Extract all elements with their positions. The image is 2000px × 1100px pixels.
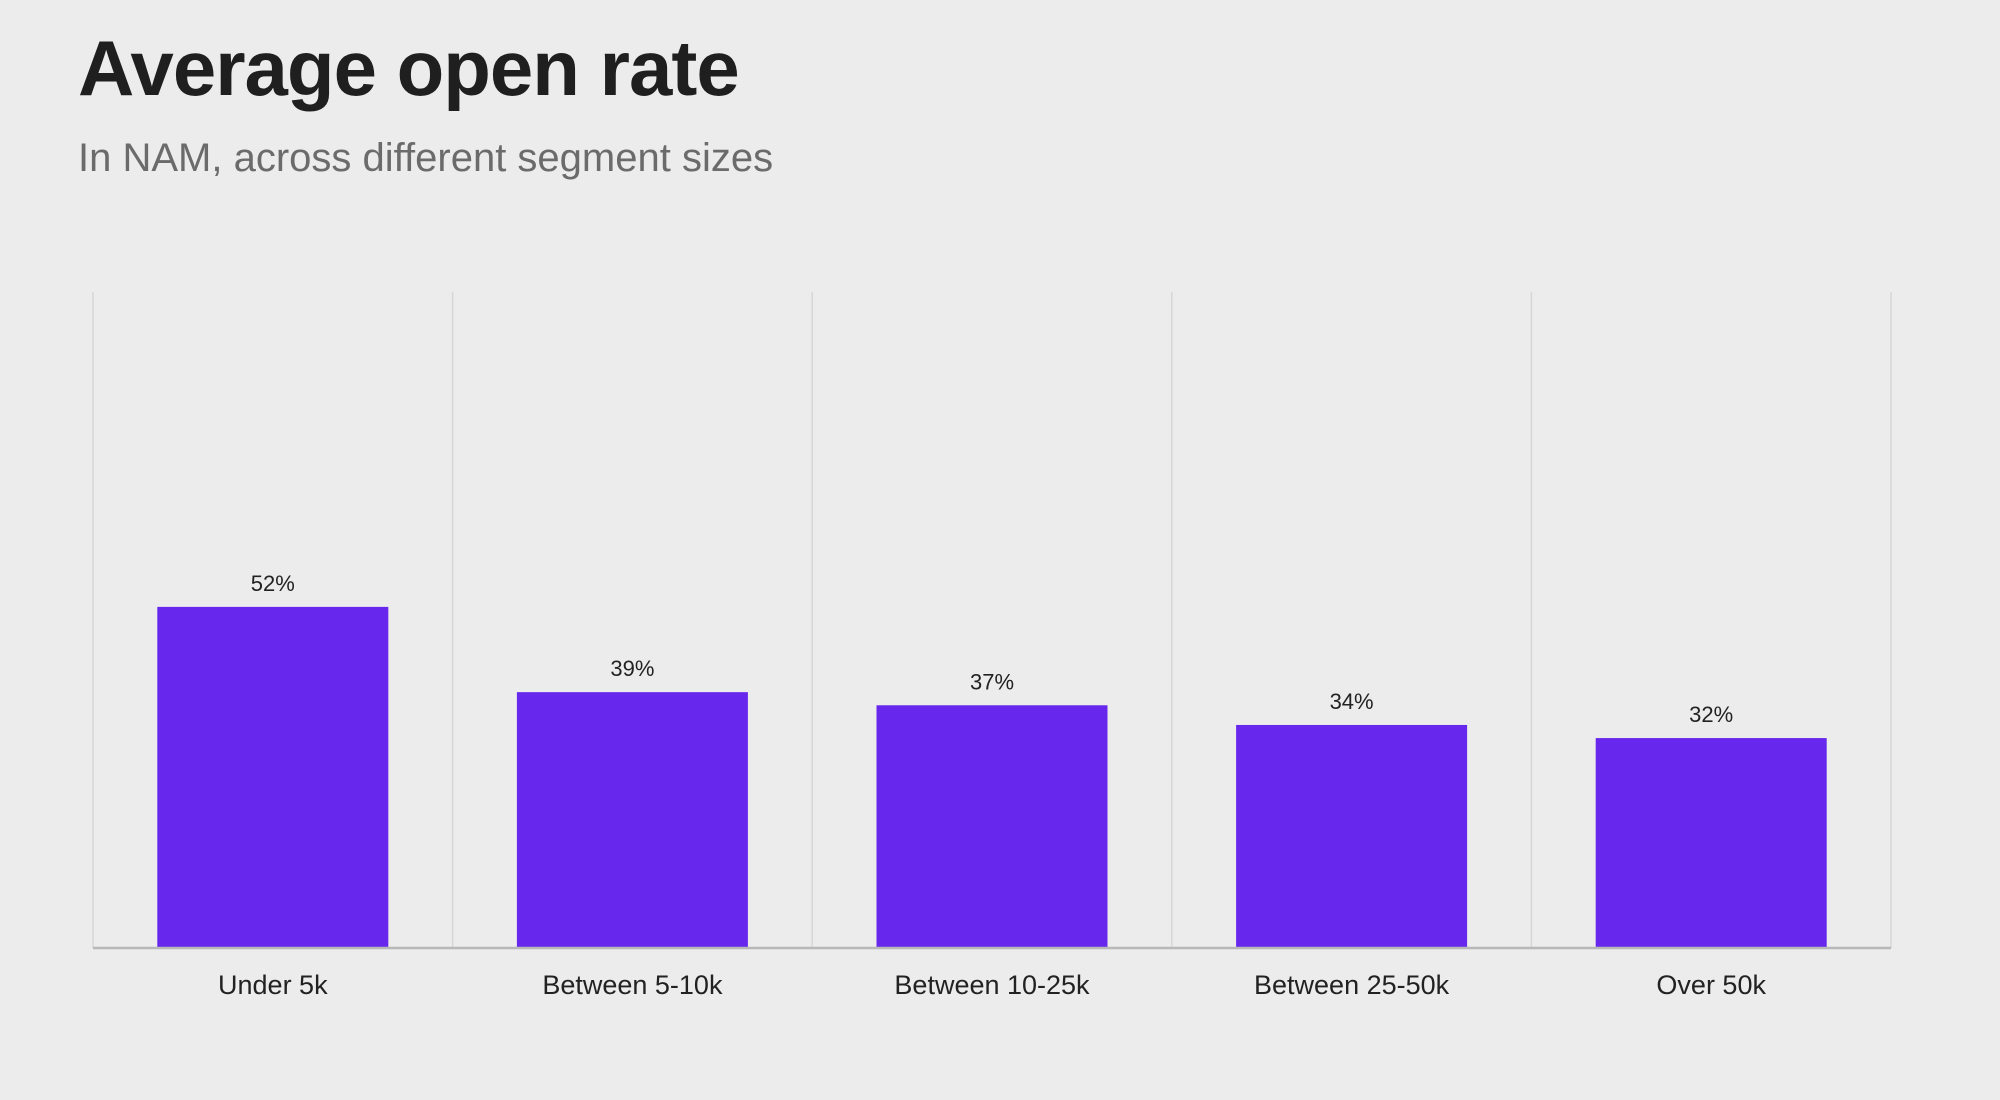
bar [516, 692, 748, 948]
value-label: 39% [610, 656, 654, 681]
value-label: 34% [1330, 689, 1374, 714]
category-label: Under 5k [218, 970, 328, 1000]
bar [876, 705, 1108, 948]
category-label: Over 50k [1656, 970, 1766, 1000]
bar [1595, 738, 1827, 948]
value-label: 32% [1689, 702, 1733, 727]
bar [157, 606, 389, 948]
category-label: Between 5-10k [542, 970, 723, 1000]
chart-title: Average open rate [78, 24, 740, 112]
value-label: 52% [251, 571, 295, 596]
bar [1236, 724, 1468, 948]
value-label: 37% [970, 669, 1014, 694]
chart-subtitle: In NAM, across different segment sizes [78, 136, 774, 180]
category-label: Between 25-50k [1254, 970, 1450, 1000]
category-label: Between 10-25k [894, 970, 1090, 1000]
